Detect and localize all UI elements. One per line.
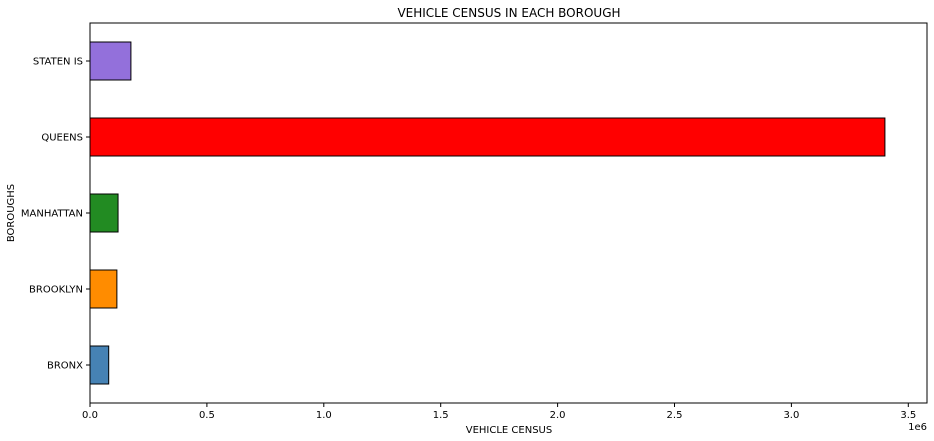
bars-group: [89, 41, 886, 385]
bar-bronx: [89, 345, 110, 385]
x-tick-label-5: 2.5: [667, 410, 683, 421]
y-axis-label: BOROUGHS: [6, 184, 17, 242]
bar-manhattan: [89, 193, 119, 233]
x-axis: 0.0 0.5 1.0 1.5 2.0 2.5 3.0 3.5: [82, 403, 916, 421]
bar-brooklyn: [89, 269, 118, 309]
x-tick-label-7: 3.5: [900, 410, 916, 421]
y-tick-label-bronx: BRONX: [47, 361, 83, 372]
y-tick-label-brooklyn: BROOKLYN: [29, 285, 83, 296]
y-axis: BRONX BROOKLYN MANHATTAN QUEENS STATEN IS: [21, 57, 90, 372]
x-axis-scale-label: 1e6: [908, 422, 927, 433]
y-tick-label-staten-is: STATEN IS: [33, 57, 83, 68]
bar-queens: [89, 117, 886, 157]
bar-staten-is: [89, 41, 132, 81]
x-tick-label-2: 1.0: [316, 410, 332, 421]
x-tick-label-3: 1.5: [433, 410, 449, 421]
y-tick-label-manhattan: MANHATTAN: [21, 209, 83, 220]
chart-title: VEHICLE CENSUS IN EACH BOROUGH: [397, 6, 620, 20]
x-tick-label-1: 0.5: [199, 410, 215, 421]
x-tick-label-0: 0.0: [82, 410, 98, 421]
x-axis-label: VEHICLE CENSUS: [466, 425, 552, 436]
y-tick-label-queens: QUEENS: [41, 133, 83, 144]
plot-frame: [89, 22, 928, 404]
x-tick-label-4: 2.0: [550, 410, 566, 421]
x-tick-label-6: 3.0: [783, 410, 799, 421]
